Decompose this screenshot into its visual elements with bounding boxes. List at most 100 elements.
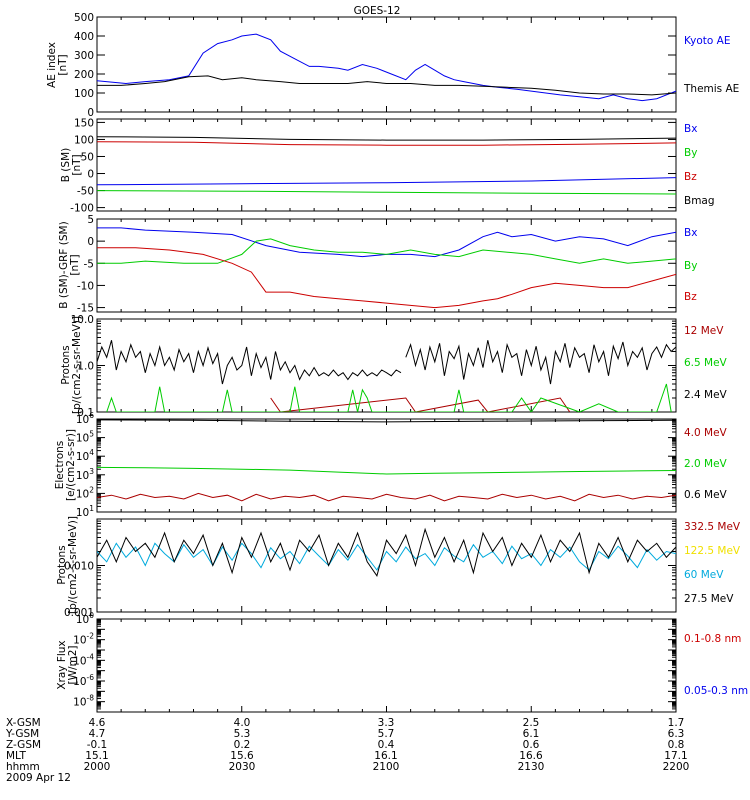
footer-row-label: Y-GSM (5, 728, 39, 740)
y-tick-label: 10-4 (73, 652, 94, 667)
footer-value: 2030 (229, 761, 256, 773)
y-tick-label: 0 (87, 236, 94, 248)
legend-label: Bmag (684, 195, 715, 207)
y-tick-label: 101 (76, 504, 94, 519)
y-tick-label: -15 (77, 303, 94, 315)
y-axis-label: B (SM)-GRF (SM)[nT] (58, 221, 81, 308)
y-tick-label: -5 (84, 258, 94, 270)
footer-row-label: X-GSM (6, 717, 41, 729)
series-line-bz (97, 247, 676, 309)
y-tick-label: 10-8 (73, 694, 94, 709)
y-tick-label: 105 (76, 430, 94, 445)
footer-value: 0.8 (668, 739, 685, 751)
legend-label: Bz (684, 171, 697, 183)
legend-label: 6.5 MeV (684, 357, 728, 369)
y-axis-label: Protons[p/(cm2-s-sr-MeV)] (60, 316, 83, 414)
y-tick-label: 50 (81, 151, 94, 163)
y-tick-label: 500 (74, 12, 94, 24)
footer-value: 0.2 (234, 739, 251, 751)
series-line-27-5-mev (97, 527, 676, 577)
series-line-2-0-mev (97, 466, 676, 475)
series-line-by (97, 238, 676, 264)
y-tick-label: -50 (77, 186, 94, 198)
legend-label: 27.5 MeV (684, 593, 734, 605)
y-tick-label: 1.0 (77, 361, 94, 373)
y-tick-label: 104 (76, 448, 94, 463)
footer-value: 5.3 (234, 728, 251, 740)
y-tick-label: 0 (87, 107, 94, 119)
y-tick-label: 0 (87, 169, 94, 181)
footer-value: 3.3 (378, 717, 395, 729)
footer-value: 2130 (518, 761, 545, 773)
y-tick-label: 10.0 (71, 314, 94, 326)
panel-1: 0 100 200 300 400 500 AE index[nT] Kyoto AE Them… (46, 12, 739, 119)
y-tick-label: -10 (77, 280, 94, 292)
footer-row-label: hhmm (6, 761, 40, 773)
y-tick-label: 150 (74, 117, 94, 129)
footer-value: 2.5 (523, 717, 540, 729)
y-tick-label: 300 (74, 50, 94, 62)
footer-date: 2009 Apr 12 (6, 772, 71, 784)
legend-label: 122.5 MeV (684, 545, 741, 557)
footer-value: 6.1 (523, 728, 540, 740)
panel-frame (96, 518, 677, 613)
footer-value: 0.6 (523, 739, 540, 751)
panel-5: 101 102 103 104 105 106 Electrons[e/(cm2-s-sr)… (54, 411, 728, 519)
y-tick-label: 100 (74, 88, 94, 100)
legend-label: 2.0 MeV (684, 458, 728, 470)
panel-frame (96, 418, 677, 513)
footer-value: 4.6 (89, 717, 106, 729)
y-tick-label: 102 (76, 485, 94, 500)
footer-value: 2000 (84, 761, 111, 773)
y-axis-label: Protons[p/(cm2-s-sr-MeV)] (56, 516, 79, 614)
footer-value: 4.0 (234, 717, 251, 729)
footer-value: 17.1 (664, 750, 687, 762)
legend-label: 332.5 MeV (684, 521, 741, 533)
legend-label: By (684, 147, 697, 159)
legend-label: Themis AE (683, 83, 739, 95)
series-line-bz (97, 141, 676, 146)
panel-frame (96, 218, 677, 313)
y-tick-label: 106 (76, 411, 94, 426)
legend-label: 0.1-0.8 nm (684, 633, 741, 645)
panel-frame (96, 318, 677, 413)
series-line-60-mev (97, 542, 676, 571)
footer-value: 2100 (373, 761, 400, 773)
legend-label: Kyoto AE (684, 35, 730, 47)
panel-3: -15 -10 -5 0 5 B (SM)-GRF (SM)[nT] Bx By Bz (58, 214, 697, 315)
series-line-bmag (97, 136, 676, 141)
footer-value: 15.1 (85, 750, 108, 762)
series-line-bx (97, 177, 676, 186)
footer-row-label: MLT (6, 750, 26, 762)
y-axis-label: AE index[nT] (46, 42, 69, 88)
figure-title: GOES-12 (354, 5, 401, 17)
y-axis-label: Electrons[e/(cm2-s-sr)] (54, 429, 77, 501)
footer-value: 0.4 (378, 739, 395, 751)
y-tick-label: 400 (74, 31, 94, 43)
y-tick-label: 10-2 (73, 632, 94, 647)
panel-frame (96, 118, 677, 212)
y-tick-label: 10-6 (73, 673, 94, 688)
footer-value: 5.7 (378, 728, 395, 740)
legend-label: 4.0 MeV (684, 427, 728, 439)
panel-frame (96, 618, 677, 713)
legend-label: Bx (684, 227, 697, 239)
y-tick-label: -100 (70, 203, 94, 215)
footer-value: 6.3 (668, 728, 685, 740)
footer-value: 4.7 (89, 728, 106, 740)
series-line-6-5-mev (106, 383, 672, 412)
footer-value: 16.1 (374, 750, 397, 762)
series-line-4-0-mev (97, 492, 676, 502)
y-tick-label: 0.010 (64, 561, 94, 573)
legend-label: 0.05-0.3 nm (684, 685, 748, 697)
y-tick-label: 0.1 (77, 407, 94, 419)
series-line-2-4-mev (97, 340, 402, 385)
series-line-2-4-mev-seg2 (405, 340, 676, 385)
legend-label: 2.4 MeV (684, 389, 728, 401)
legend-label: Bz (684, 291, 697, 303)
footer-row-label: Z-GSM (6, 739, 41, 751)
